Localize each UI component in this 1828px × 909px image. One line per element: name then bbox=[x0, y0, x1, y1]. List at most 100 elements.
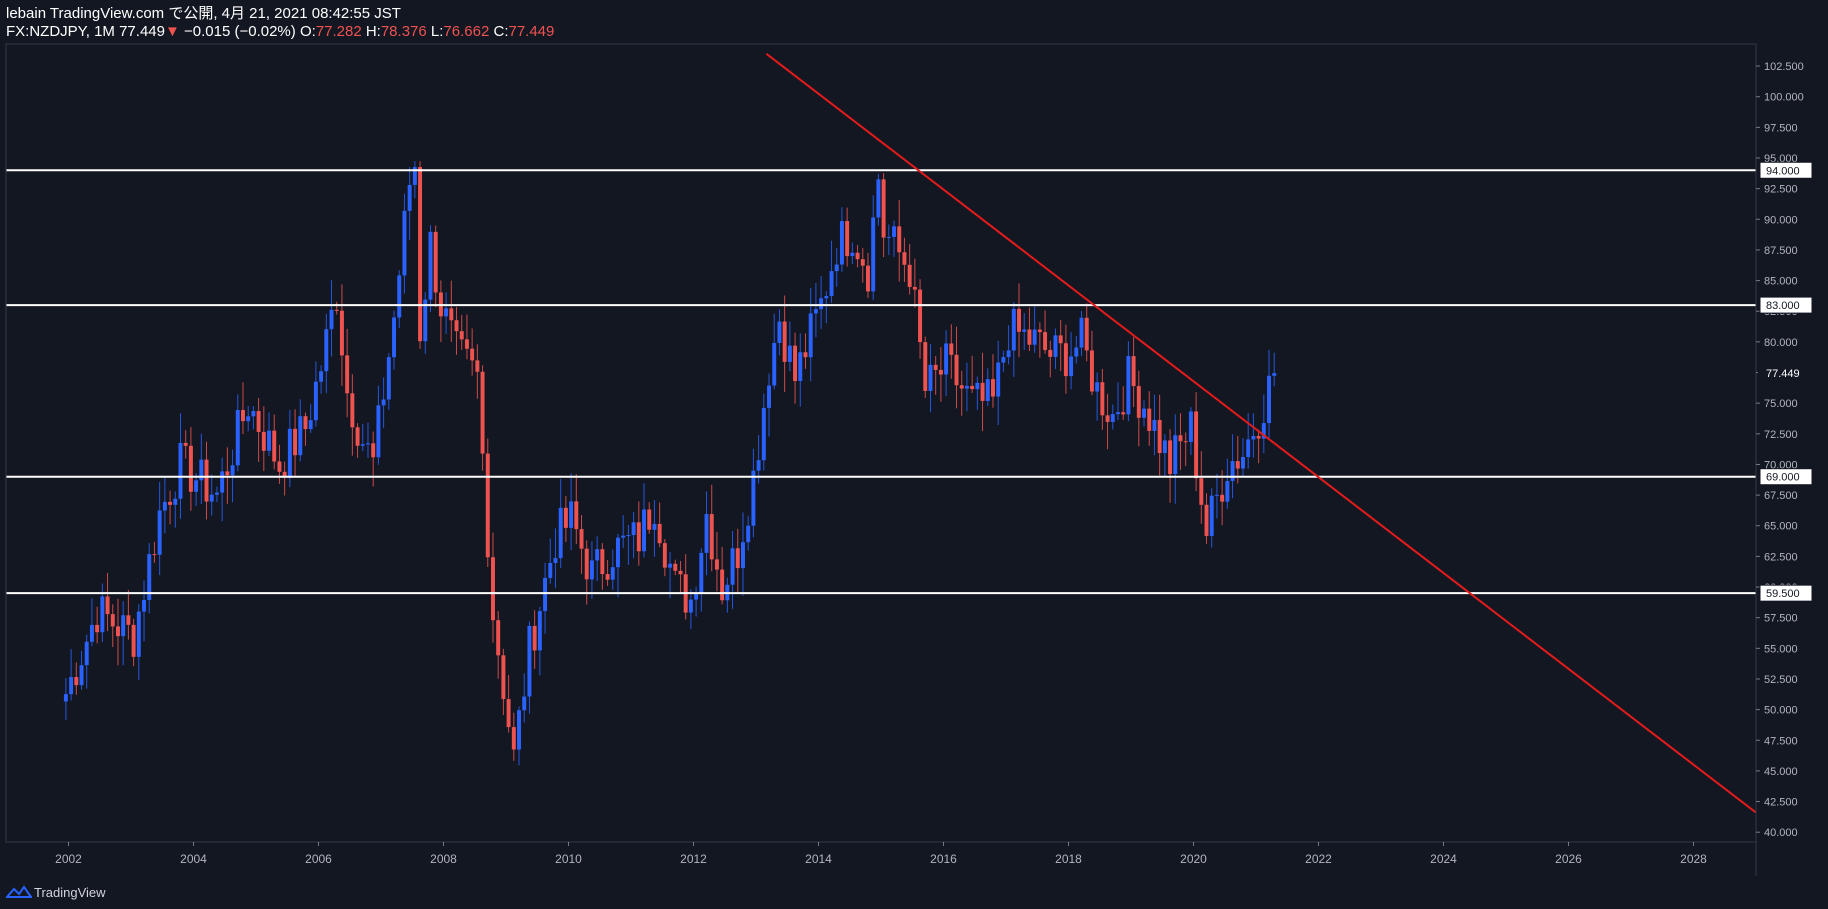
candle-body bbox=[397, 275, 402, 318]
y-tick-label: 57.500 bbox=[1764, 613, 1798, 625]
candle-body bbox=[1173, 435, 1178, 474]
candle-body bbox=[345, 355, 350, 394]
price-chart[interactable]: 40.000 42.500 45.000 47.500 50.000 52.500 55.0… bbox=[0, 0, 1828, 876]
x-tick-label: 2008 bbox=[430, 852, 457, 866]
y-tick-label: 62.500 bbox=[1764, 551, 1798, 563]
candle-body bbox=[980, 382, 985, 401]
candle-body bbox=[173, 498, 178, 505]
x-tick-label: 2020 bbox=[1180, 852, 1207, 866]
candle-body bbox=[282, 471, 287, 478]
candle-body bbox=[1022, 329, 1027, 332]
axes-layer: 40.000 42.500 45.000 47.500 50.000 52.500 55.0… bbox=[5, 43, 1814, 876]
candle-body bbox=[1048, 349, 1053, 357]
candle-body bbox=[949, 343, 954, 355]
candle-body bbox=[1256, 435, 1261, 439]
candle-body bbox=[407, 184, 412, 211]
candle-body bbox=[631, 522, 636, 536]
candle-body bbox=[433, 231, 438, 293]
candle-body bbox=[350, 393, 355, 428]
candle-body bbox=[1053, 335, 1058, 357]
candle-body bbox=[897, 226, 902, 253]
candle-body bbox=[1225, 480, 1230, 502]
candle-body bbox=[741, 542, 745, 569]
y-tick-label: 102.500 bbox=[1764, 61, 1804, 73]
candle-body bbox=[1126, 356, 1131, 415]
level-price-label: 94.000 bbox=[1766, 165, 1800, 177]
close-label: C: bbox=[493, 23, 509, 40]
y-tick-label: 97.500 bbox=[1764, 122, 1798, 134]
candle-body bbox=[824, 296, 829, 299]
candle-body bbox=[819, 298, 824, 310]
candle-body bbox=[1079, 317, 1084, 348]
candle-body bbox=[1043, 332, 1048, 350]
y-tick-label: 92.500 bbox=[1764, 184, 1798, 196]
candle-body bbox=[694, 592, 699, 600]
candle-body bbox=[610, 567, 615, 580]
candle-body bbox=[241, 409, 245, 422]
y-tick-label: 72.500 bbox=[1764, 429, 1798, 441]
candle-body bbox=[777, 321, 782, 343]
candle-body bbox=[188, 445, 193, 492]
candle-body bbox=[746, 525, 751, 543]
candle-body bbox=[147, 554, 152, 601]
candle-body bbox=[964, 385, 969, 389]
candle-body bbox=[616, 537, 620, 568]
candle-body bbox=[454, 320, 459, 332]
x-tick-label: 2024 bbox=[1430, 852, 1457, 866]
candle-body bbox=[855, 252, 860, 260]
candle-body bbox=[313, 381, 318, 421]
candle-body bbox=[730, 548, 735, 585]
candle-body bbox=[938, 369, 943, 375]
candle-body bbox=[767, 385, 771, 408]
candle-body bbox=[366, 443, 370, 445]
candle-body bbox=[355, 427, 360, 446]
candle-body bbox=[563, 507, 568, 528]
x-tick-label: 2014 bbox=[805, 852, 832, 866]
candle-body bbox=[595, 549, 600, 561]
candle-body bbox=[1241, 456, 1245, 469]
candle-body bbox=[553, 558, 558, 563]
tradingview-logo-icon[interactable] bbox=[6, 885, 32, 899]
candle-body bbox=[918, 289, 923, 343]
candle-body bbox=[386, 357, 391, 400]
candle-body bbox=[126, 615, 131, 625]
candle-body bbox=[579, 529, 584, 549]
candle-body bbox=[662, 543, 667, 568]
open-value: 77.282 bbox=[315, 23, 362, 40]
candle-body bbox=[1006, 350, 1011, 358]
candle-body bbox=[277, 461, 282, 472]
last-price: 77.449 bbox=[119, 23, 165, 40]
candle-body bbox=[100, 596, 105, 633]
y-tick-label: 45.000 bbox=[1764, 766, 1798, 778]
candle-body bbox=[308, 420, 313, 430]
candle-body bbox=[470, 348, 475, 361]
footer-brand[interactable]: TradingView bbox=[34, 885, 106, 900]
candle-body bbox=[1147, 408, 1152, 431]
x-tick-label: 2002 bbox=[55, 852, 82, 866]
candle-body bbox=[506, 699, 511, 728]
candle-body bbox=[912, 286, 917, 290]
candle-body bbox=[298, 416, 303, 456]
candle-body bbox=[756, 460, 761, 471]
y-tick-label: 67.500 bbox=[1764, 490, 1798, 502]
candle-body bbox=[178, 442, 183, 499]
candle-body bbox=[834, 264, 839, 272]
change-down-icon: ▼ bbox=[164, 23, 180, 40]
candle-body bbox=[1058, 335, 1063, 344]
candle-body bbox=[157, 510, 162, 555]
candle-body bbox=[1089, 350, 1094, 392]
candle-body bbox=[569, 501, 574, 528]
candle-body bbox=[1027, 329, 1032, 345]
symbol-label[interactable]: FX:NZDJPY, 1M bbox=[6, 23, 115, 40]
candle-body bbox=[1220, 494, 1225, 502]
candle-body bbox=[293, 428, 298, 456]
x-tick-label: 2026 bbox=[1555, 852, 1582, 866]
candle-body bbox=[642, 509, 646, 552]
candle-body bbox=[839, 221, 844, 265]
candle-body bbox=[657, 523, 662, 544]
candle-body bbox=[116, 626, 120, 637]
candle-body bbox=[782, 321, 787, 362]
candle-body bbox=[511, 727, 516, 750]
candle-body bbox=[152, 554, 157, 556]
candle-body bbox=[1001, 357, 1006, 363]
